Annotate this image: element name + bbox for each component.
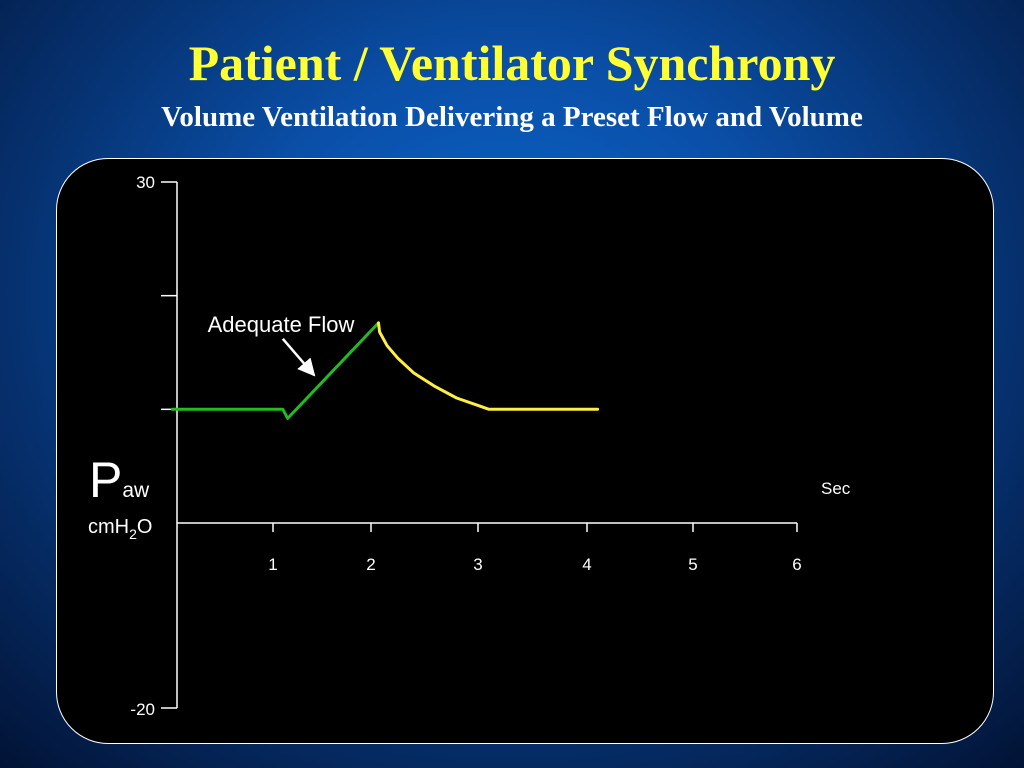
x-tick-label-5: 5 (688, 555, 697, 574)
slide-title: Patient / Ventilator Synchrony (188, 35, 836, 91)
x-tick-label-2: 2 (366, 555, 375, 574)
y-axis-unit-post: O (137, 516, 153, 538)
y-axis-label-sub: aw (122, 479, 150, 502)
annotation-adequate-flow: Adequate Flow (208, 312, 355, 337)
y-axis-label: Paw (89, 452, 150, 508)
chart-panel (56, 158, 994, 744)
y-tick-label-top: 30 (136, 173, 155, 192)
y-tick-label-bottom: -20 (130, 700, 155, 719)
y-axis-unit-pre: cmH (88, 516, 129, 538)
x-tick-label-6: 6 (792, 555, 801, 574)
y-axis-unit-sub: 2 (129, 526, 137, 542)
series-line-1 (377, 321, 600, 411)
y-axis-label-main: P (89, 452, 122, 508)
x-tick-label-3: 3 (473, 555, 482, 574)
slide-subtitle: Volume Ventilation Delivering a Preset F… (161, 101, 863, 133)
annotation-arrow (281, 338, 316, 377)
x-tick-label-4: 4 (582, 555, 591, 574)
x-axis-unit: Sec (821, 479, 851, 498)
series-line-0 (170, 321, 380, 420)
y-axis-unit: cmH2O (88, 516, 152, 542)
x-tick-label-1: 1 (268, 555, 277, 574)
